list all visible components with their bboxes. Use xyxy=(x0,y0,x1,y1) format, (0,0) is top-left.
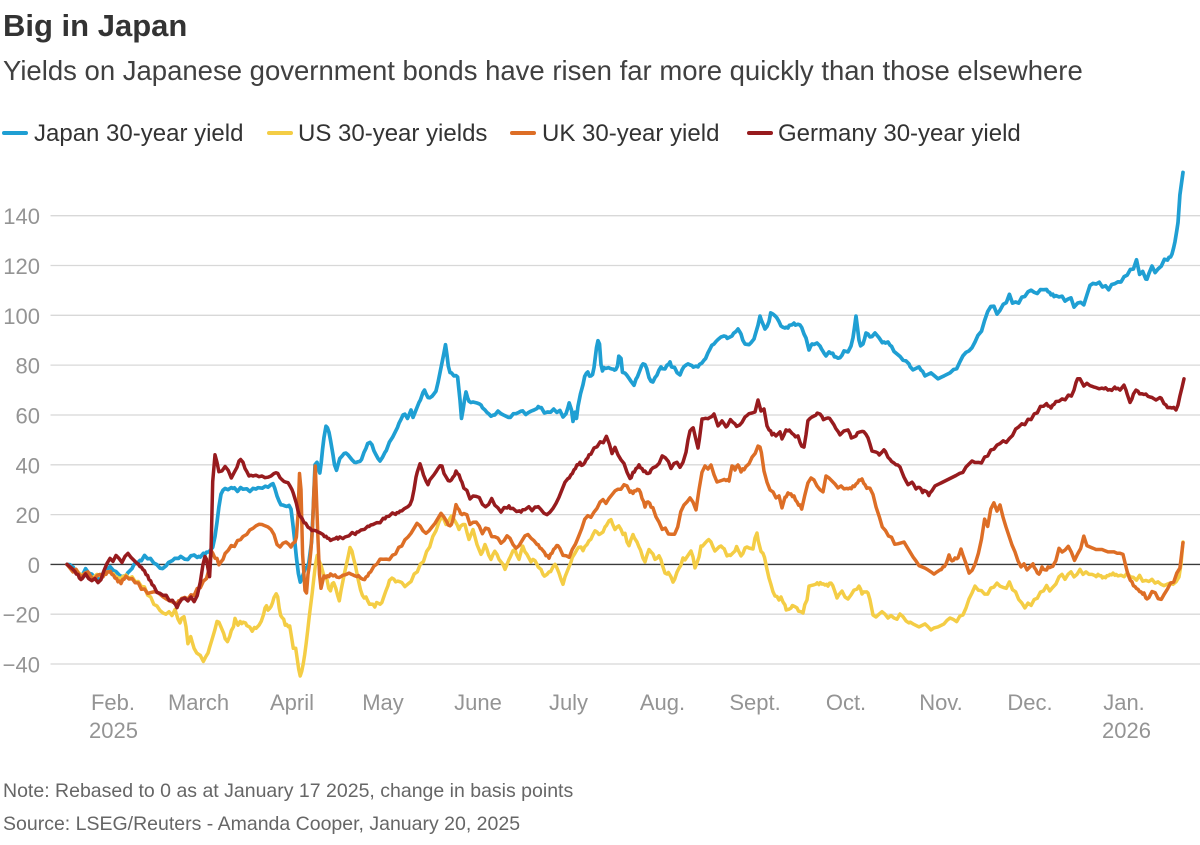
svg-text:60: 60 xyxy=(16,404,40,429)
svg-text:July: July xyxy=(549,690,588,715)
svg-text:−20: −20 xyxy=(3,603,40,628)
svg-text:Sept.: Sept. xyxy=(729,690,780,715)
svg-text:2026: 2026 xyxy=(1102,718,1151,743)
svg-text:100: 100 xyxy=(3,304,40,329)
svg-text:Feb.: Feb. xyxy=(91,690,135,715)
svg-text:April: April xyxy=(270,690,314,715)
svg-text:May: May xyxy=(362,690,404,715)
svg-text:120: 120 xyxy=(3,254,40,279)
svg-text:Aug.: Aug. xyxy=(640,690,685,715)
svg-text:80: 80 xyxy=(16,354,40,379)
svg-text:−40: −40 xyxy=(3,653,40,678)
svg-text:June: June xyxy=(454,690,502,715)
svg-text:0: 0 xyxy=(28,553,40,578)
svg-text:2025: 2025 xyxy=(89,718,138,743)
svg-text:Dec.: Dec. xyxy=(1007,690,1052,715)
svg-text:Oct.: Oct. xyxy=(826,690,866,715)
svg-text:March: March xyxy=(168,690,229,715)
svg-text:140: 140 xyxy=(3,204,40,229)
svg-text:Jan.: Jan. xyxy=(1103,690,1145,715)
svg-text:40: 40 xyxy=(16,453,40,478)
svg-text:20: 20 xyxy=(16,503,40,528)
svg-text:Nov.: Nov. xyxy=(919,690,963,715)
